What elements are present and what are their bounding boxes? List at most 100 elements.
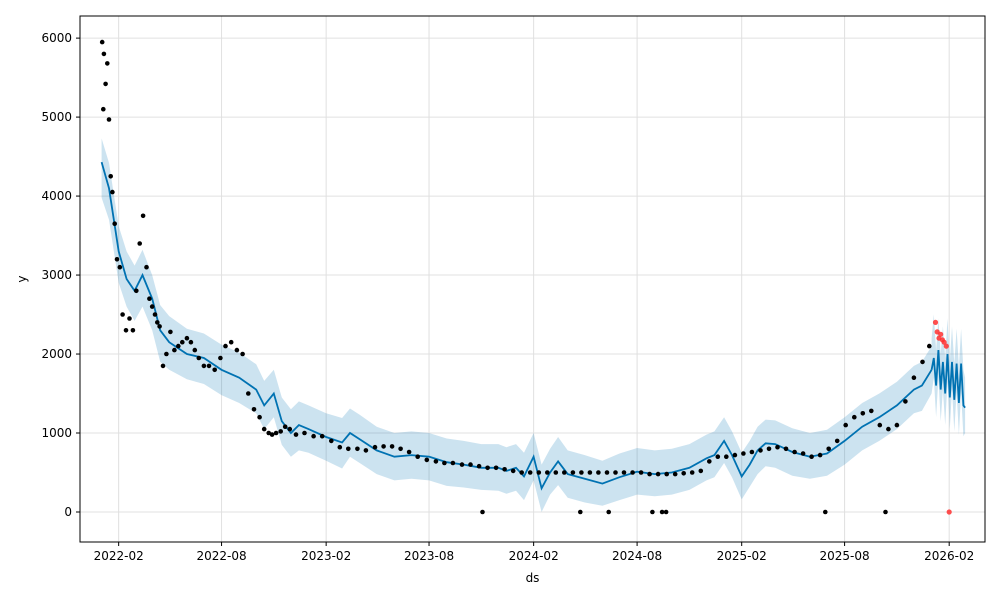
observed-point <box>587 470 593 475</box>
observed-point <box>212 367 217 373</box>
observed-point <box>251 407 257 412</box>
observed-point <box>826 446 831 452</box>
observed-point <box>843 422 848 428</box>
observed-point <box>147 296 152 302</box>
observed-point <box>176 343 181 349</box>
x-tick-label: 2024-08 <box>612 549 662 563</box>
y-axis-label: y <box>15 275 29 282</box>
observed-point <box>493 465 499 471</box>
y-tick-label: 6000 <box>41 31 72 45</box>
observed-point <box>246 391 251 396</box>
observed-point <box>196 355 202 361</box>
observed-point <box>613 470 618 475</box>
observed-point <box>206 363 212 369</box>
observed-point <box>562 470 567 475</box>
observed-point <box>293 432 299 437</box>
observed-point <box>144 264 149 270</box>
observed-point <box>715 454 721 460</box>
observed-point <box>123 328 129 333</box>
observed-point <box>99 39 105 45</box>
gridlines <box>80 16 985 542</box>
observed-point <box>346 446 351 452</box>
observed-point <box>114 257 120 262</box>
observed-point <box>168 329 173 335</box>
observed-point <box>749 449 755 455</box>
observed-point <box>127 316 132 321</box>
observed-point <box>536 470 542 475</box>
observed-point <box>659 509 665 515</box>
observed-point <box>105 61 110 66</box>
observed-point <box>834 438 840 444</box>
observed-point <box>450 460 456 466</box>
observed-point <box>152 312 158 317</box>
observed-point <box>681 471 686 476</box>
outlier-point <box>941 339 947 345</box>
observed-point <box>180 339 185 345</box>
forecast-line-historical <box>100 161 933 491</box>
observed-point <box>329 438 334 444</box>
observed-point <box>894 422 900 428</box>
observed-point <box>698 468 704 474</box>
x-tick-label: 2025-02 <box>717 549 767 563</box>
x-tick-label: 2022-02 <box>94 549 144 563</box>
observed-point <box>823 509 828 515</box>
observed-point <box>468 462 473 467</box>
observed-point <box>724 454 729 460</box>
observed-point <box>877 422 883 428</box>
x-axis-label: ds <box>526 571 540 585</box>
observed-point <box>596 470 601 475</box>
observed-point <box>630 470 635 475</box>
observed-point <box>689 470 695 475</box>
observed-point <box>103 81 108 87</box>
observed-point <box>223 343 228 349</box>
observed-point <box>852 414 857 420</box>
observed-point <box>758 448 763 453</box>
observed-point <box>278 429 284 434</box>
observed-point <box>101 51 107 57</box>
observed-point <box>663 509 669 515</box>
observed-point <box>101 106 106 112</box>
observed-point <box>578 509 583 515</box>
y-axis-ticks: 0 1000 2000 3000 4000 5000 6000 <box>41 31 80 519</box>
outlier-point <box>946 509 952 515</box>
observed-point <box>134 288 139 294</box>
observed-point <box>117 264 123 270</box>
observed-point <box>553 470 559 475</box>
observed-point <box>287 426 293 432</box>
observed-point <box>192 347 198 353</box>
observed-point <box>269 432 275 437</box>
uncertainty-band-historical <box>101 138 932 512</box>
x-tick-label: 2023-08 <box>404 549 454 563</box>
observed-point <box>389 444 395 449</box>
observed-point <box>110 189 115 195</box>
y-tick-label: 0 <box>64 505 72 519</box>
observed-point <box>337 444 343 450</box>
observed-point <box>381 444 386 449</box>
observed-point <box>302 430 307 436</box>
observed-point <box>160 363 166 369</box>
observed-point <box>800 451 806 456</box>
observed-point <box>809 454 814 460</box>
observed-point <box>775 444 780 450</box>
y-tick-label: 4000 <box>41 189 72 203</box>
outlier-point <box>932 319 939 325</box>
observed-point <box>886 426 891 432</box>
observed-point <box>783 446 789 452</box>
x-tick-label: 2022-08 <box>196 549 246 563</box>
observed-point <box>372 444 378 450</box>
observed-point <box>817 452 823 458</box>
observed-point <box>860 411 866 416</box>
observed-point <box>792 449 797 455</box>
observed-point <box>140 213 146 219</box>
observed-point <box>766 446 772 452</box>
observed-point <box>519 470 524 475</box>
observed-point <box>137 241 142 246</box>
observed-point <box>621 470 627 475</box>
observed-point <box>157 324 162 329</box>
observed-point <box>903 399 908 404</box>
observed-point <box>579 470 584 475</box>
observed-point <box>707 459 712 464</box>
observed-point <box>883 509 888 515</box>
observed-point <box>406 449 412 455</box>
observed-point <box>355 446 360 452</box>
